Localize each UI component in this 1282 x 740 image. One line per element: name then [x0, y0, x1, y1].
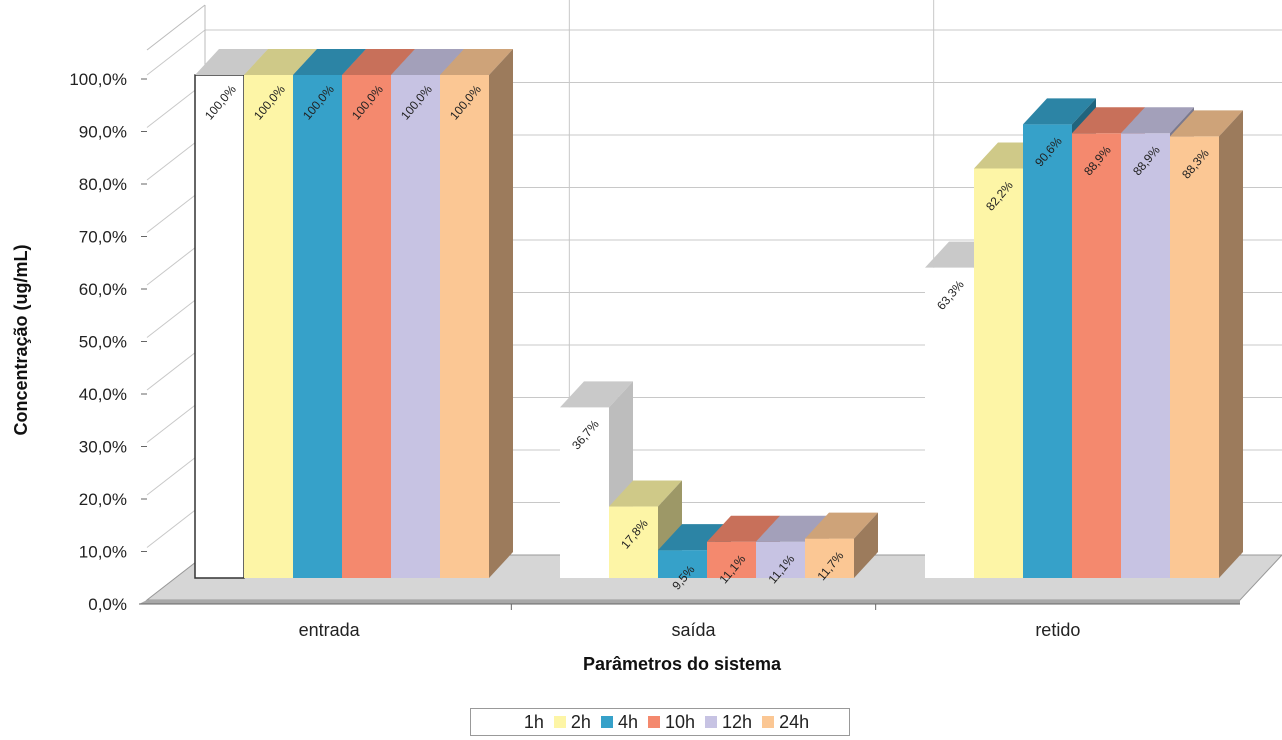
legend-label: 4h [617, 711, 638, 732]
bar-front [1072, 133, 1121, 578]
category-labels: entrada saída retido [299, 604, 1080, 640]
legend-label: 24h [779, 711, 810, 732]
legend-label: 1h [523, 711, 544, 732]
bar-top [1023, 98, 1096, 125]
side-gridline [146, 29, 206, 76]
bar-top [293, 49, 366, 75]
y-axis-ticks: 0,0% 10,0% 20,0% 30,0% 40,0% 50,0% 60,0% 70,0% 8… [69, 70, 147, 614]
bar-top [805, 512, 878, 539]
legend-item-4h: 4h [600, 711, 638, 733]
category-label-0: entrada [299, 620, 361, 640]
bar-top [609, 480, 682, 507]
wall-edge [146, 4, 206, 51]
bar-saída-24h: 11,7% [805, 512, 878, 583]
bar-front [440, 75, 489, 578]
legend-item-10h: 10h [647, 711, 696, 733]
y-tick-label: 0,0% [88, 595, 127, 614]
y-tick-label: 100,0% [69, 70, 127, 89]
bar-top [560, 381, 633, 408]
bar-front [707, 541, 756, 578]
y-tick-label: 80,0% [79, 175, 127, 194]
legend-swatch [600, 716, 613, 728]
bar-saída-2h: 17,8% [609, 480, 682, 578]
y-tick-label: 30,0% [79, 438, 127, 457]
bar-front [244, 75, 293, 578]
legend-item-1h: 1h [506, 711, 544, 733]
bar-top [1121, 107, 1194, 134]
legend-swatch [705, 716, 718, 728]
legend-swatch [506, 716, 519, 728]
bar-front [1121, 133, 1170, 578]
bar-front [194, 74, 245, 579]
legend-swatch [762, 716, 775, 728]
floor-edge [139, 600, 1240, 604]
bar-front [805, 538, 854, 578]
legend-label: 12h [722, 711, 753, 732]
legend-item-2h: 2h [553, 711, 591, 733]
y-tick-label: 70,0% [79, 228, 127, 247]
bar-side [1219, 110, 1243, 579]
bar-front [609, 506, 658, 578]
legend-swatch [647, 716, 660, 728]
bars: 100,0% 100,0% 100,0% 100,0% 100,0% 100,0%36,7… [194, 49, 1243, 593]
bar-front [974, 168, 1023, 578]
bar-top [244, 49, 317, 75]
category-label-1: saída [671, 620, 716, 640]
legend-label: 10h [664, 711, 696, 732]
y-tick-label: 20,0% [79, 490, 127, 509]
bar-front [1023, 124, 1072, 578]
bar-retido-24h: 88,3% [1170, 110, 1243, 579]
bar-side [489, 49, 513, 578]
y-tick-label: 40,0% [79, 385, 127, 404]
x-axis-title: Parâmetros do sistema [583, 654, 782, 674]
bar-side [854, 512, 878, 578]
bar-top [342, 49, 415, 75]
legend-item-24h: 24h [762, 712, 809, 733]
bar-front [293, 75, 342, 578]
bar-top [391, 49, 464, 75]
y-axis-title: Concentração (ug/mL) [11, 244, 31, 435]
bar-front [658, 550, 707, 578]
bar-entrada-24h: 100,0% [440, 49, 513, 578]
bar-top [195, 49, 268, 75]
legend-item-12h: 12h [705, 712, 752, 733]
legend-swatch [553, 716, 566, 728]
bar-front [1170, 136, 1219, 579]
bar-front [391, 75, 440, 578]
bar-top [1072, 107, 1145, 134]
y-tick-label: 60,0% [79, 280, 127, 299]
category-label-2: retido [1035, 620, 1080, 640]
bar-front [925, 267, 974, 578]
bar-top [1170, 110, 1243, 137]
y-tick-label: 10,0% [79, 543, 127, 562]
bar-front [342, 75, 391, 578]
bar-top [707, 515, 780, 542]
bar-top [440, 49, 513, 75]
legend: 1h 2h 4h 10h 12h 24h [470, 708, 850, 736]
bar-front [756, 541, 805, 578]
y-tick-label: 90,0% [79, 123, 127, 142]
y-tick-label: 50,0% [79, 333, 127, 352]
bar-saída-12h: 11,1% [756, 515, 829, 586]
bar-front [560, 407, 609, 578]
legend-label: 2h [570, 711, 591, 732]
